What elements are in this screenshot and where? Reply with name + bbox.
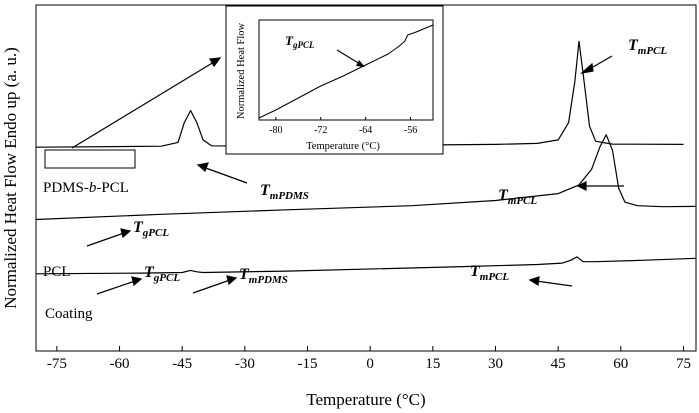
main-x-tick-label: 45 xyxy=(551,356,566,372)
inset-series-line-trace xyxy=(258,24,434,119)
main-x-tick-label: -45 xyxy=(172,356,192,372)
arrow-rect-to-inset xyxy=(71,61,215,149)
arrowhead-tmpcl-top xyxy=(580,62,594,74)
arrowhead-tmpcl-bottom xyxy=(528,276,540,287)
inset-plot: -80 -72 -64 -56 Temperature (°C) Normalized… xyxy=(225,5,444,155)
curve-label-pdms-b-pcl: PDMS-b-PCL xyxy=(43,180,129,196)
annotation-tmpcl-mid: TmPCL xyxy=(498,187,537,207)
annotation-tmpcl-bottom: TmPCL xyxy=(470,263,509,283)
arrow-tmpdms-top xyxy=(202,166,248,184)
main-series-line-coating xyxy=(35,256,697,275)
arrow-tgpcl-bottom xyxy=(96,280,136,295)
annotation-tgpcl-mid: TgPCL xyxy=(133,219,169,239)
y-axis-title: Normalized Heat Flow Endo up (a. u.) xyxy=(1,47,20,309)
arrow-tmpcl-bottom xyxy=(535,280,573,287)
curve-label-pcl: PCL xyxy=(43,264,71,280)
arrowhead-tmpdms-bottom xyxy=(226,275,238,286)
main-x-tick-label: 60 xyxy=(613,356,628,372)
main-x-tick-label: -75 xyxy=(47,356,67,372)
main-x-ticks: -75 -60 -45 -30 -15 0 15 30 45 60 75 xyxy=(47,346,691,372)
inset-curves xyxy=(258,24,434,119)
main-x-tick-label: 15 xyxy=(425,356,440,372)
annotation-arrows xyxy=(71,55,624,295)
main-x-tick-label: -30 xyxy=(235,356,255,372)
inset-plot-frame xyxy=(258,19,434,121)
main-x-tick-label: -15 xyxy=(298,356,318,372)
arrow-tmpdms-bottom xyxy=(192,279,231,294)
main-x-tick-label: 30 xyxy=(488,356,503,372)
arrow-tgpcl-mid xyxy=(86,232,125,247)
zoom-region-box xyxy=(44,149,136,169)
annotation-tgpcl-bottom: TgPCL xyxy=(144,264,180,284)
annotation-tmpdms-top: TmPDMS xyxy=(260,182,309,202)
inset-x-tick-label: -80 xyxy=(269,125,282,136)
x-axis-title: Temperature (°C) xyxy=(306,390,425,409)
arrowhead-rect-to-inset xyxy=(209,57,222,68)
inset-arrow xyxy=(336,49,361,65)
inset-x-axis-title: Temperature (°C) xyxy=(306,141,380,152)
inset-x-tick-label: -64 xyxy=(359,125,372,136)
inset-x-ticks: -80 -72 -64 -56 xyxy=(269,117,417,136)
arrowhead-tmpdms-top xyxy=(196,162,209,173)
main-series-line-pcl xyxy=(35,134,697,221)
arrowhead-tmpcl-mid xyxy=(576,181,587,191)
curve-label-coating: Coating xyxy=(45,306,93,322)
main-series-line-pdms-b-pcl xyxy=(35,40,684,148)
inset-x-tick-label: -72 xyxy=(314,125,327,136)
main-x-tick-label: 0 xyxy=(366,356,374,372)
main-curves xyxy=(35,40,697,275)
main-x-tick-label: -60 xyxy=(110,356,130,372)
arrowhead-tgpcl-mid xyxy=(120,228,132,239)
annotation-tmpcl-top: TmPCL xyxy=(628,37,667,57)
inset-y-axis-title: Normalized Heat Flow xyxy=(236,22,247,119)
annotation-tmpdms-bottom: TmPDMS xyxy=(239,266,288,286)
main-plot-frame xyxy=(35,4,697,352)
arrowhead-tgpcl-bottom xyxy=(131,276,143,287)
inset-x-tick-label: -56 xyxy=(404,125,417,136)
main-x-tick-label: 75 xyxy=(676,356,691,372)
inset-annotation-tgpcl: TgPCL xyxy=(285,33,315,50)
inset-arrowhead xyxy=(356,60,365,67)
